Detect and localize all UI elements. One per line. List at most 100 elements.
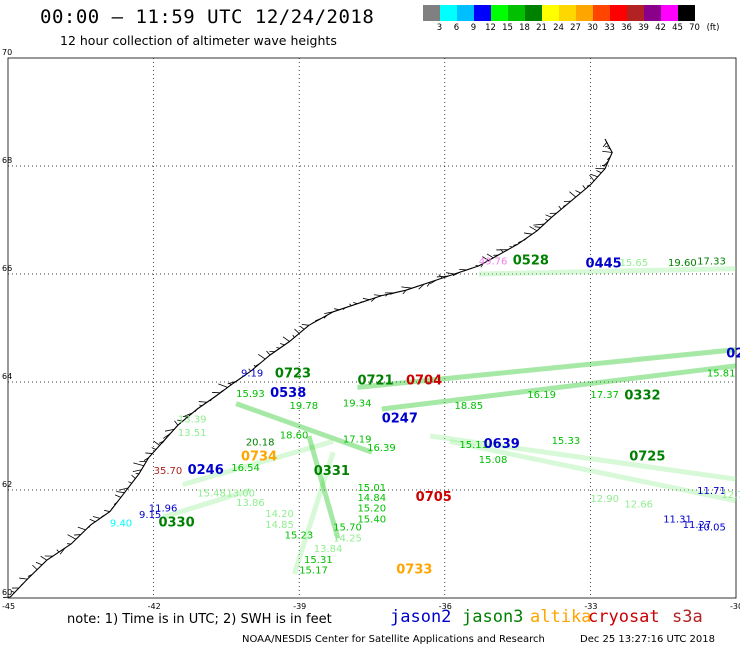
wave-height-value: 11.27 [683,520,712,531]
color-swatch [423,5,440,21]
fjord [162,432,171,439]
wave-height-value: 18.60 [280,431,309,442]
fjord [459,268,467,271]
fjord [174,420,179,426]
pass-time-label: 0248 [726,347,740,362]
fjord [292,334,295,338]
fjord [128,481,132,484]
fjord [529,226,538,232]
fjord [19,577,28,580]
wave-height-value: 14.20 [265,509,294,520]
satellite-track [182,438,334,488]
fjord [486,253,494,259]
wave-height-value: 13.00 [226,488,255,499]
satellite-track [306,435,341,540]
color-swatch [576,5,593,21]
sat-legend-altika: altika [530,607,592,627]
fjord [92,516,101,519]
fjord [602,142,608,148]
color-scale-label: 24 [553,23,564,33]
lon-label: -42 [148,602,161,611]
fjord [101,514,106,517]
fjord [199,404,203,407]
fjord [131,474,136,479]
fjord [210,398,213,402]
fjord [426,281,431,287]
fjord [242,374,247,378]
fjord [586,184,591,187]
fjord [153,440,160,446]
wave-height-value: 17.37 [590,390,619,401]
fjord [602,150,613,153]
fjord [563,200,572,203]
lat-label: 62 [2,480,12,489]
lon-label: -45 [2,602,15,611]
color-swatch [678,5,695,21]
pass-time-label: 0721 [357,374,393,389]
sat-legend-s3a: s3a [672,607,703,627]
fjord [314,318,322,322]
lat-label: 60 [2,588,12,597]
wave-height-value: 15.17 [299,566,328,577]
lon-label: -30 [730,602,740,611]
fjord [40,555,48,561]
satellite-track [162,487,252,520]
color-scale-label: 21 [536,23,547,33]
fjord [374,294,382,296]
fjord [164,428,175,432]
color-scale-label: 9 [470,23,477,33]
fjord [89,518,96,523]
satellite-track [429,433,737,482]
fjord [590,174,598,178]
fjord [418,283,425,290]
fjord [212,395,217,400]
fjord [323,314,328,319]
fjord [258,353,266,360]
pass-time-label: 0734 [241,449,277,464]
pass-time-label: 0704 [406,374,442,389]
satellite-tracks [162,266,737,575]
fjord [162,437,168,444]
color-scale-label: 70 [689,23,700,33]
lon-label: -39 [293,602,306,611]
pass-time-label: 0246 [188,463,224,478]
wave-height-value: 49.76 [479,256,508,267]
fjord [133,462,144,467]
color-scale-label: 12 [485,23,496,33]
sat-legend-cryosat: cryosat [588,607,660,627]
wave-height-value: 13.86 [236,498,265,509]
color-swatch [610,5,627,21]
color-swatch [542,5,559,21]
wave-height-value: 15.08 [479,455,508,466]
fjord [411,285,419,289]
wave-height-value: 11.96 [149,504,178,515]
fjord [385,293,389,297]
fjord [177,419,183,422]
wave-height-value: 35.70 [154,466,183,477]
fjord [227,380,237,385]
wave-height-value: 15.93 [236,389,265,400]
fjord [294,328,300,334]
wave-height-value: 16.39 [367,443,396,454]
fjord [607,147,611,150]
fjord [218,383,228,388]
pass-time-label: 0330 [158,516,194,531]
fjord [324,311,334,315]
fjord [475,264,479,267]
satellite-track [357,347,737,390]
fjord [235,377,242,383]
fjord [312,321,316,324]
fjord [32,564,38,570]
fjord [67,534,77,540]
wave-height-value: 12.90 [590,494,619,505]
lon-label: -36 [439,602,452,611]
wave-height-value: 14.25 [333,533,362,544]
color-scale-label: 3 [436,23,443,33]
wave-height-value: 15.48 [197,488,226,499]
wave-height-value: 15.40 [357,514,386,525]
fjord [480,262,484,268]
wave-height-value: 9.15 [139,510,161,521]
fjord [545,214,552,218]
